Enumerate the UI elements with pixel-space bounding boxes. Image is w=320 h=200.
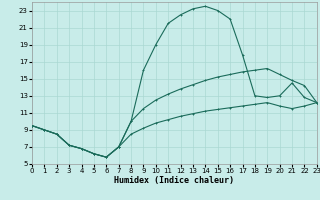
X-axis label: Humidex (Indice chaleur): Humidex (Indice chaleur) (115, 176, 234, 185)
